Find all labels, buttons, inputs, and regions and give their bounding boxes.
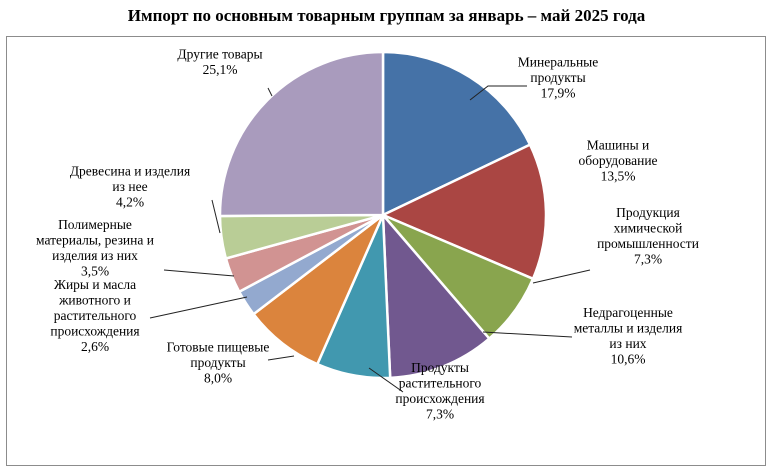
leader-line xyxy=(532,269,591,284)
slice-label-line: из нее xyxy=(112,179,147,194)
slice-label-line: 25,1% xyxy=(203,62,238,77)
slice-label-line: материалы, резина и xyxy=(36,232,154,247)
slice-label-line: продукты xyxy=(190,355,245,370)
pie-slice xyxy=(381,50,532,217)
slice-label: Продукты растительного происхождения 7,3% xyxy=(395,360,484,422)
slice-label-line: животного и xyxy=(58,293,131,308)
slice-label-line: 3,5% xyxy=(81,263,109,278)
slice-label: Машины и оборудование 13,5% xyxy=(578,138,657,184)
slice-label-line: 4,2% xyxy=(116,195,144,210)
slice-label-line: Готовые пищевые xyxy=(167,340,270,355)
slice-label: Недрагоценные металлы и изделия из них 10,6… xyxy=(574,305,683,367)
pie-slice xyxy=(218,50,385,218)
slice-label-line: Недрагоценные xyxy=(583,305,673,320)
leader-line xyxy=(149,296,248,319)
slice-label-line: химической xyxy=(614,220,683,235)
slice-label-line: оборудование xyxy=(578,153,657,168)
slice-label-line: происхождения xyxy=(50,324,139,339)
leader-line xyxy=(469,85,527,101)
slice-label-line: Машины и xyxy=(587,138,650,153)
slice-label-line: 13,5% xyxy=(601,169,636,184)
slice-label-line: Древесина и изделия xyxy=(70,164,190,179)
slice-label-line: Другие товары xyxy=(177,46,262,61)
pie-slice xyxy=(379,143,548,281)
slice-label: Готовые пищевые продукты 8,0% xyxy=(167,340,270,386)
slice-label: Минеральные продукты 17,9% xyxy=(518,55,599,101)
slice-label: Продукция химической промышленности 7,3% xyxy=(597,205,699,266)
slice-label: Полимерные материалы, резина и изделия из … xyxy=(36,217,154,278)
slice-label-line: растительного xyxy=(54,308,137,323)
slice-label: Древесина и изделия из нее 4,2% xyxy=(70,164,190,210)
chart-title: Импорт по основным товарным группам за я… xyxy=(127,6,646,25)
slice-label-line: Полимерные xyxy=(58,217,132,232)
leader-line xyxy=(368,367,404,393)
slice-label-line: из них xyxy=(609,336,646,351)
slice-label-line: Жиры и масла xyxy=(54,277,136,292)
slice-label: Другие товары 25,1% xyxy=(177,46,262,77)
leader-line xyxy=(211,199,221,234)
leader-line xyxy=(163,269,235,277)
slice-label-line: металлы и изделия xyxy=(574,320,683,335)
slice-label-line: Продукция xyxy=(616,205,680,220)
slice-label-line: 17,9% xyxy=(541,86,576,101)
slice-label-line: растительного xyxy=(399,375,482,390)
slice-label-line: 10,6% xyxy=(611,351,646,366)
leader-line xyxy=(482,331,573,338)
slice-label-line: продукты xyxy=(530,70,585,85)
pie-slice xyxy=(381,211,492,380)
slice-label-line: происхождения xyxy=(395,391,484,406)
slice-label-line: Минеральные xyxy=(518,55,599,70)
slice-label-line: 8,0% xyxy=(204,371,232,386)
chart-frame xyxy=(6,36,766,466)
leader-line xyxy=(267,87,273,97)
slice-label: Жиры и масла животного и растительного прои… xyxy=(50,277,139,354)
slice-label-line: изделия из них xyxy=(52,248,138,263)
slice-label-line: Продукты xyxy=(411,360,469,375)
slice-label-line: 2,6% xyxy=(81,339,109,354)
slice-label-line: 7,3% xyxy=(634,251,662,266)
leader-line xyxy=(267,355,295,361)
slice-label-line: 7,3% xyxy=(426,406,454,421)
slice-label-line: промышленности xyxy=(597,236,699,251)
